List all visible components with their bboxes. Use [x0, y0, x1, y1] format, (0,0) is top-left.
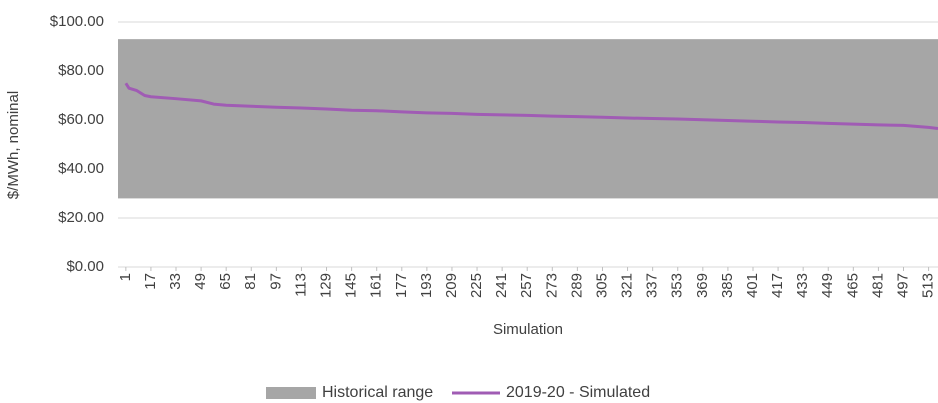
- x-tick-label: 401: [744, 273, 761, 298]
- x-tick-label: 497: [894, 273, 911, 298]
- x-tick-label: 513: [920, 273, 937, 298]
- x-tick-label: 273: [543, 273, 560, 298]
- x-tick-label: 337: [644, 273, 661, 298]
- x-tick-label: 305: [593, 273, 610, 298]
- x-tick-label: 449: [819, 273, 836, 298]
- y-tick-label: $40.00: [58, 160, 104, 177]
- y-axis-title: $/MWh, nominal: [5, 91, 22, 199]
- x-tick-label: 145: [343, 273, 360, 298]
- y-tick-label: $0.00: [66, 258, 104, 275]
- legend-swatch: [266, 387, 316, 399]
- legend-label: Historical range: [322, 384, 433, 401]
- x-axis-title: Simulation: [493, 321, 563, 338]
- x-tick-label: 209: [443, 273, 460, 298]
- x-tick-label: 193: [418, 273, 435, 298]
- y-tick-label: $20.00: [58, 209, 104, 226]
- x-tick-label: 49: [192, 273, 209, 290]
- x-tick-label: 321: [619, 273, 636, 298]
- x-tick-label: 161: [368, 273, 385, 298]
- x-tick-label: 369: [694, 273, 711, 298]
- x-tick-label: 33: [167, 273, 184, 290]
- y-tick-label: $100.00: [50, 13, 104, 30]
- x-tick-label: 289: [568, 273, 585, 298]
- x-tick-label: 257: [518, 273, 535, 298]
- x-tick-label: 81: [242, 273, 259, 290]
- x-tick-label: 225: [468, 273, 485, 298]
- x-tick-label: 65: [217, 273, 234, 290]
- x-tick-label: 97: [267, 273, 284, 290]
- x-tick-label: 129: [317, 273, 334, 298]
- x-tick-label: 481: [869, 273, 886, 298]
- x-tick-label: 177: [393, 273, 410, 298]
- historical-range: [118, 39, 938, 199]
- x-tick-label: 353: [669, 273, 686, 298]
- x-tick-label: 385: [719, 273, 736, 298]
- y-tick-label: $80.00: [58, 62, 104, 79]
- x-tick-label: 17: [142, 273, 159, 290]
- x-tick-label: 1: [117, 273, 134, 281]
- x-tick-label: 465: [844, 273, 861, 298]
- x-tick-label: 433: [794, 273, 811, 298]
- y-tick-label: $60.00: [58, 111, 104, 128]
- series-line: [124, 82, 938, 131]
- legend-label: 2019-20 - Simulated: [506, 384, 650, 401]
- x-tick-label: 241: [493, 273, 510, 298]
- x-tick-label: 417: [769, 273, 786, 298]
- x-tick-label: 113: [292, 273, 309, 297]
